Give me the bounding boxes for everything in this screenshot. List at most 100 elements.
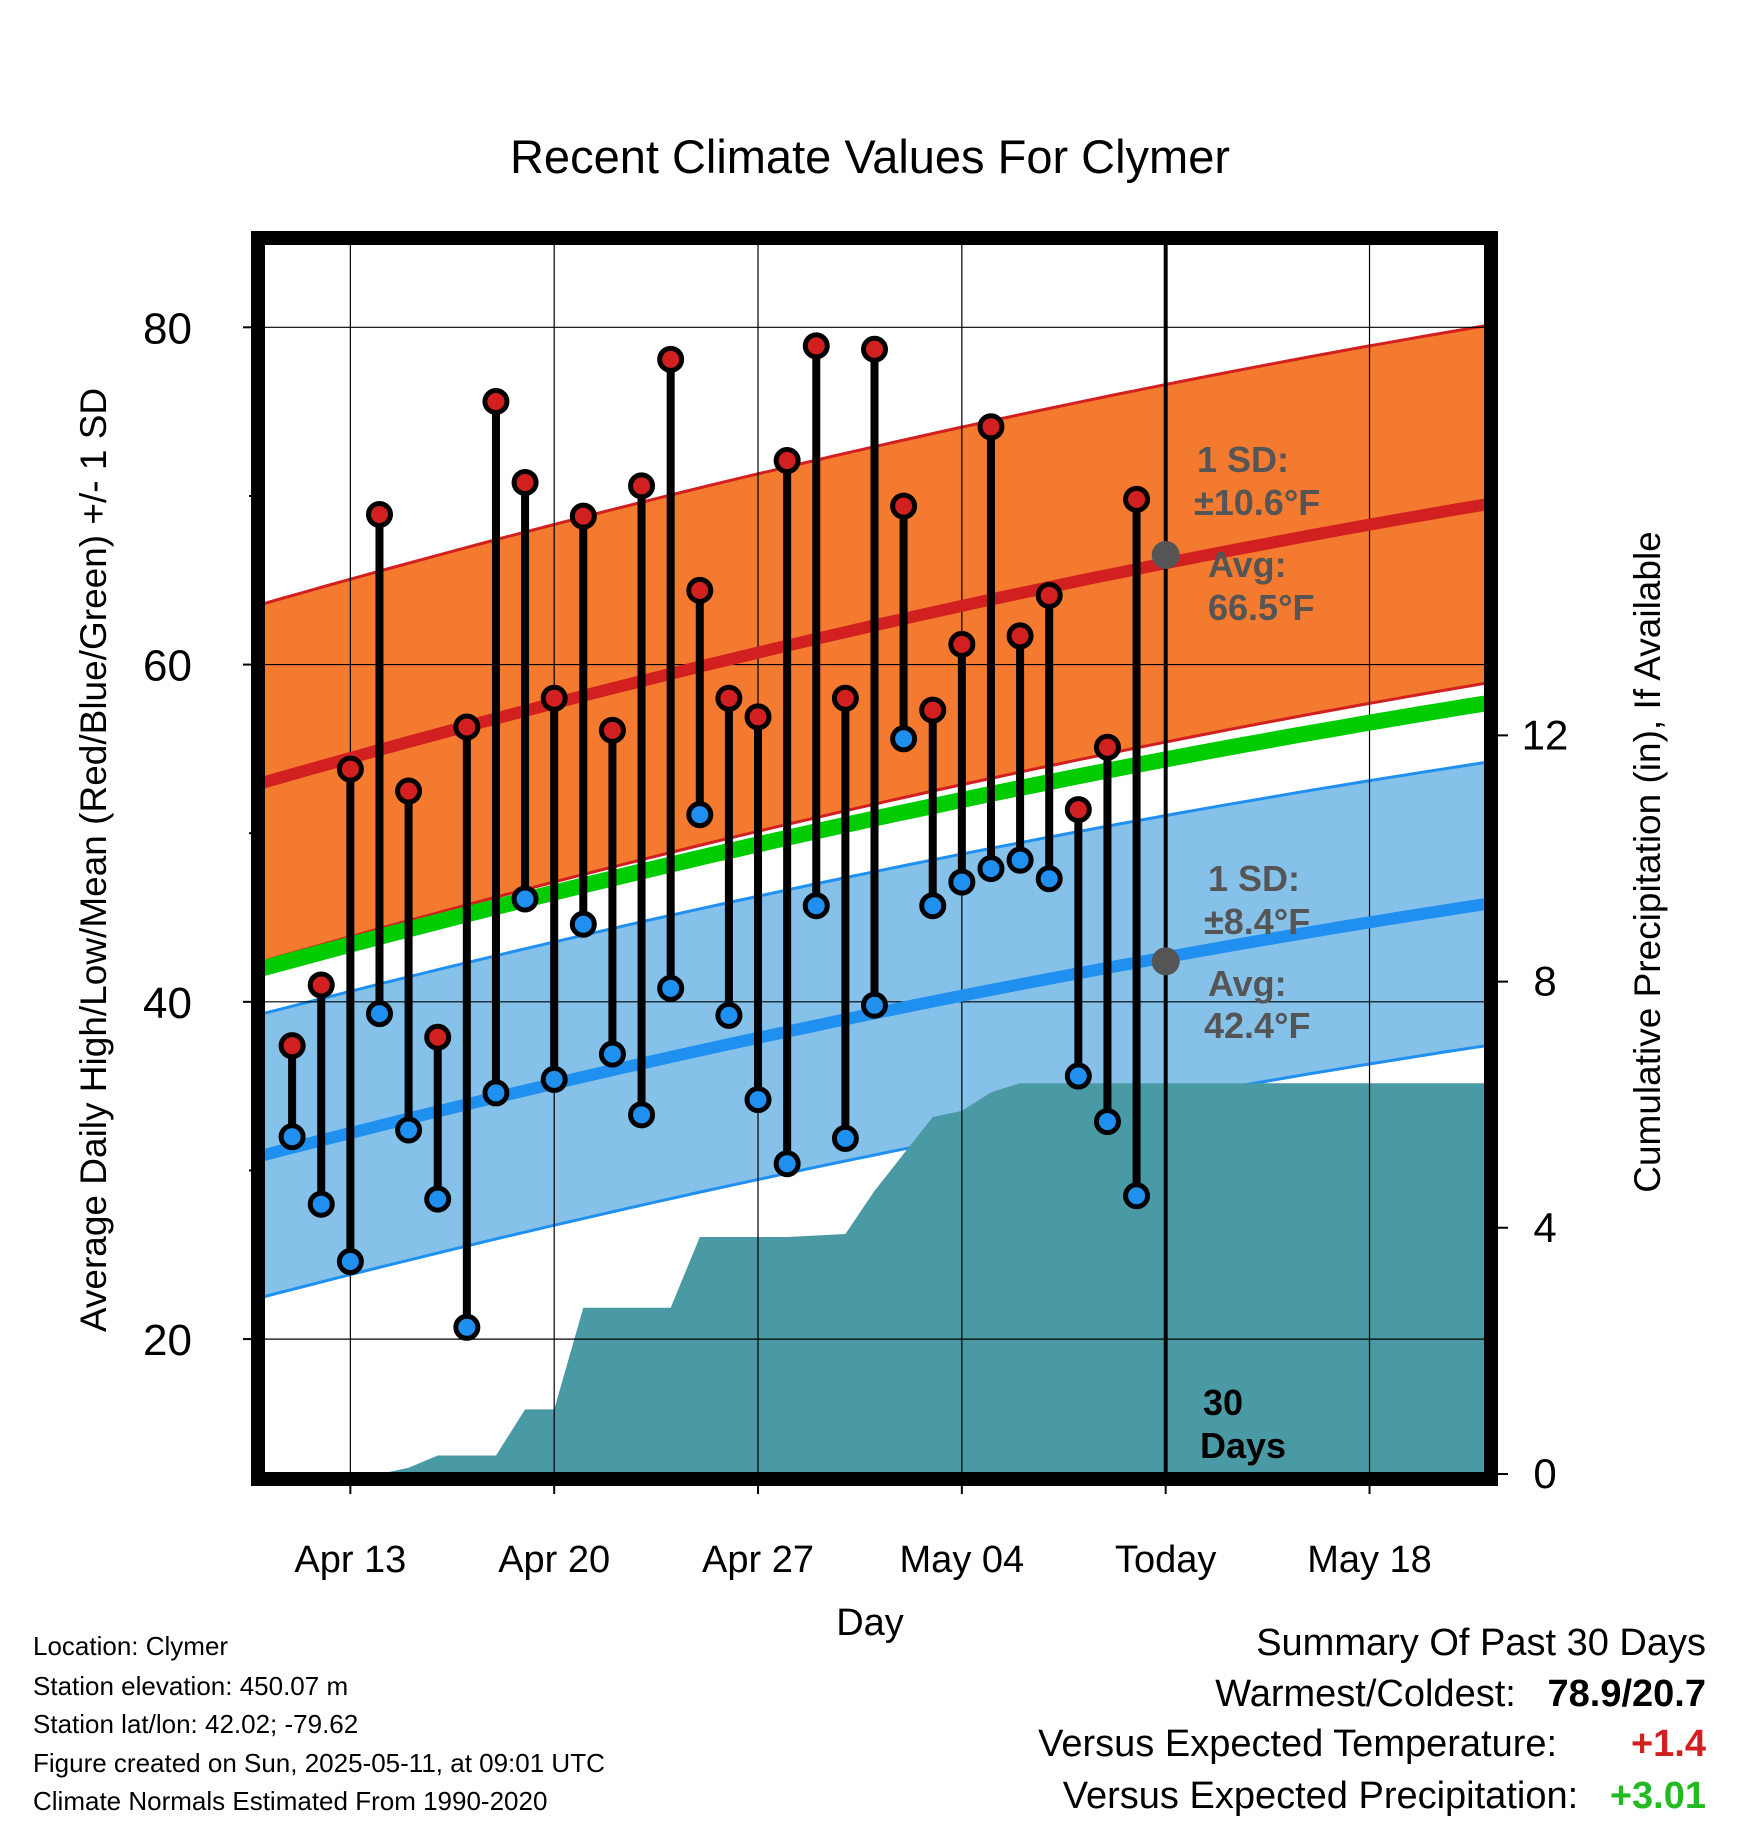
daily-low-point (453, 1313, 481, 1341)
summary-warm-cold-label: Warmest/Coldest: (1215, 1673, 1516, 1715)
info-location: Location: Clymer (33, 1631, 229, 1661)
window-label-unit: Days (1200, 1425, 1286, 1466)
low-avg-label: Avg: (1208, 963, 1287, 1004)
daily-low-point (1093, 1108, 1121, 1136)
daily-high-point (598, 716, 626, 744)
x-tick-label: Today (1115, 1539, 1216, 1581)
daily-low-point (1064, 1062, 1092, 1090)
daily-low-point (628, 1101, 656, 1129)
plot-frame (251, 231, 1498, 1486)
chart-title: Recent Climate Values For Clymer (510, 130, 1230, 183)
daily-high-point (628, 472, 656, 500)
daily-low-point (773, 1150, 801, 1178)
daily-high-point (1064, 796, 1092, 824)
daily-low-point (861, 991, 888, 1019)
daily-high-point (307, 971, 335, 999)
window-label-number: 30 (1203, 1382, 1243, 1423)
daily-low-point (744, 1086, 772, 1114)
daily-high-point (802, 332, 830, 360)
summary-warm-cold: Warmest/Coldest: 78.9/20.7 (1215, 1673, 1706, 1716)
daily-low-point (948, 868, 976, 896)
daily-low-point (569, 910, 597, 938)
info-created: Figure created on Sun, 2025-05-11, at 09… (33, 1748, 605, 1778)
high-sd-label: 1 SD: (1197, 439, 1289, 480)
daily-high-point (424, 1023, 452, 1051)
daily-low-point (307, 1190, 335, 1218)
daily-high-point (861, 335, 888, 363)
daily-low-point (919, 892, 947, 920)
summary-temp: Versus Expected Temperature: +1.4 (1038, 1723, 1706, 1766)
info-elevation: Station elevation: 450.07 m (33, 1671, 349, 1701)
daily-high-point (715, 684, 743, 712)
x-tick-label: May 18 (1307, 1539, 1432, 1581)
daily-high-point (278, 1032, 306, 1060)
x-tick-label: Apr 13 (294, 1539, 406, 1581)
y-tick-label: 60 (143, 642, 192, 691)
daily-high-point (831, 684, 859, 712)
summary-temp-value: +1.4 (1630, 1723, 1706, 1765)
summary-precip-label: Versus Expected Precipitation: (1062, 1775, 1579, 1817)
daily-high-point (482, 388, 510, 416)
today-avg-high-marker (1151, 540, 1180, 569)
high-avg-label: Avg: (1208, 544, 1287, 585)
low-sd-label: 1 SD: (1208, 858, 1300, 899)
daily-low-point (715, 1001, 743, 1029)
info-normals: Climate Normals Estimated From 1990-2020 (33, 1786, 548, 1816)
daily-high-point (657, 345, 685, 373)
summary-precip: Versus Expected Precipitation: +3.01 (1063, 1775, 1706, 1818)
daily-high-point (540, 684, 568, 712)
y-tick-label: 20 (143, 1316, 192, 1365)
x-axis-label: Day (836, 1602, 904, 1644)
y2-tick-label: 8 (1533, 958, 1556, 1005)
x-tick-label: May 04 (900, 1539, 1025, 1581)
daily-low-point (977, 855, 1005, 883)
x-tick-label: Apr 27 (702, 1539, 814, 1581)
daily-high-point (1006, 622, 1034, 650)
daily-high-point (744, 703, 772, 731)
daily-high-point (1093, 733, 1121, 761)
low-sd-band (263, 762, 1486, 1297)
info-latlon: Station lat/lon: 42.02; -79.62 (33, 1709, 359, 1739)
daily-high-point (977, 413, 1005, 441)
high-sd-value: ±10.6°F (1194, 482, 1320, 523)
daily-low-point (831, 1124, 859, 1152)
precip-area (292, 1083, 1486, 1474)
low-sd-value: ±8.4°F (1204, 901, 1310, 942)
daily-high-point (890, 492, 918, 520)
y2-tick-label: 0 (1533, 1450, 1556, 1497)
daily-low-point (890, 725, 918, 753)
daily-low-point (336, 1248, 364, 1276)
daily-low-point (1035, 865, 1063, 893)
daily-high-point (919, 696, 947, 724)
daily-low-point (1006, 846, 1034, 874)
daily-low-point (540, 1065, 568, 1093)
x-tick-label: Apr 20 (498, 1539, 610, 1581)
high-avg-value: 66.5°F (1208, 587, 1314, 628)
summary-heading: Summary Of Past 30 Days (1256, 1622, 1706, 1664)
daily-low-point (395, 1116, 423, 1144)
daily-low-point (365, 1000, 393, 1028)
today-avg-low-marker (1151, 947, 1180, 976)
daily-high-point (336, 755, 364, 783)
low-avg-value: 42.4°F (1204, 1005, 1310, 1046)
daily-low-point (657, 974, 685, 1002)
daily-low-point (1123, 1182, 1151, 1210)
daily-low-point (278, 1123, 306, 1151)
daily-high-point (453, 713, 481, 741)
y2-axis-label: Cumulative Precipitation (in), If Availa… (1627, 531, 1668, 1193)
daily-low-point (424, 1185, 452, 1213)
summary-precip-value: +3.01 (1609, 1775, 1706, 1817)
daily-high-point (365, 500, 393, 528)
daily-high-point (948, 630, 976, 658)
daily-low-point (686, 801, 714, 829)
daily-low-point (511, 885, 539, 913)
daily-low-point (482, 1079, 510, 1107)
daily-high-point (686, 576, 714, 604)
daily-high-point (395, 777, 423, 805)
y-axis-label: Average Daily High/Low/Mean (Red/Blue/Gr… (73, 388, 114, 1332)
daily-high-point (569, 502, 597, 530)
y2-tick-label: 4 (1533, 1204, 1556, 1251)
y-tick-label: 80 (143, 304, 192, 353)
y2-tick-label: 12 (1522, 711, 1569, 758)
